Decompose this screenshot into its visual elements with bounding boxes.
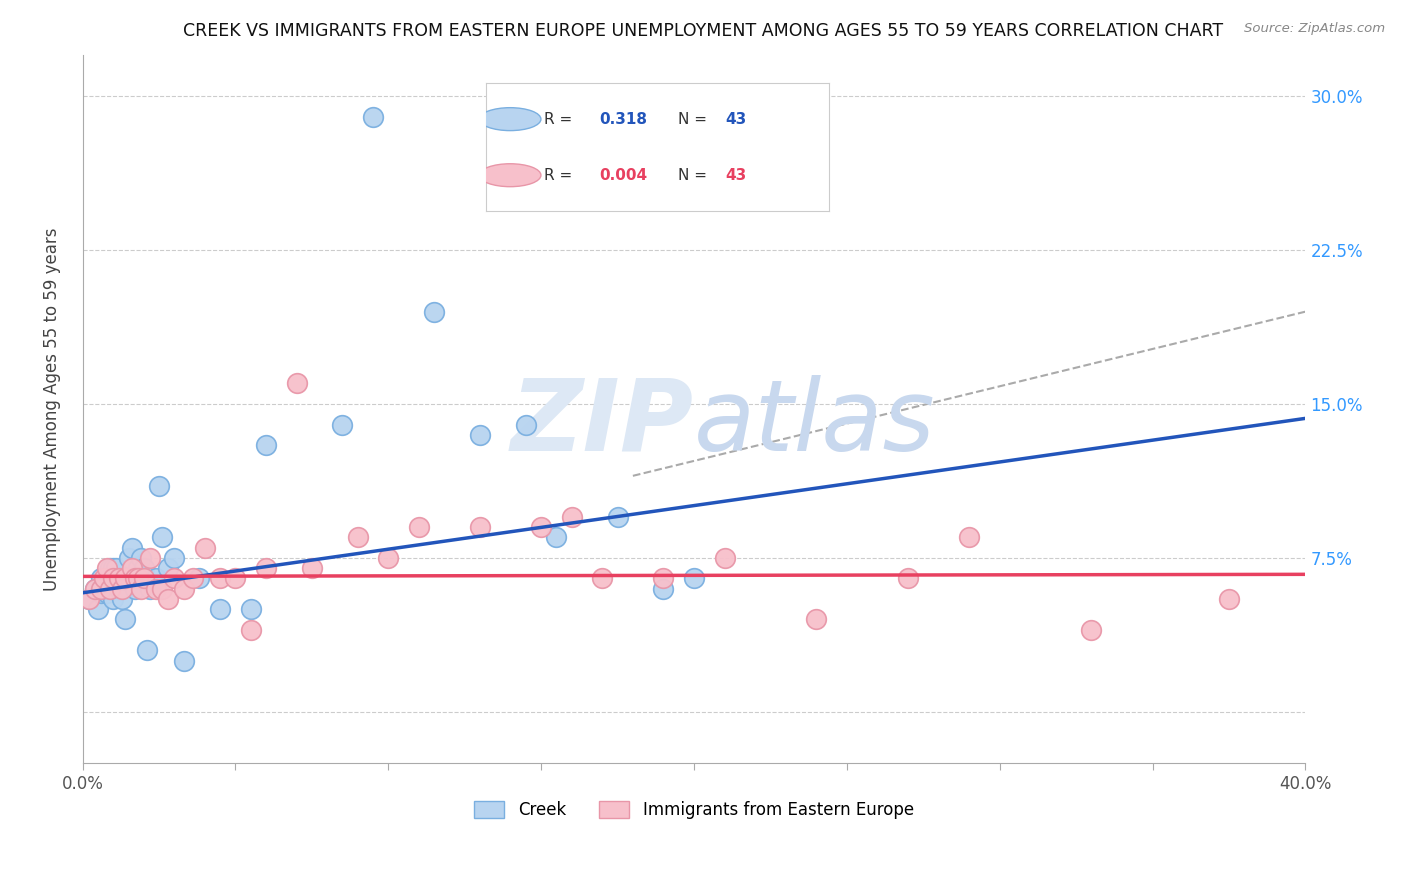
- Point: [127, 561, 149, 575]
- Point: [90, 586, 112, 600]
- Point: [423, 304, 446, 318]
- Point: [254, 561, 277, 575]
- Point: [145, 582, 167, 596]
- Point: [239, 602, 262, 616]
- Point: [127, 571, 149, 585]
- Point: [114, 612, 136, 626]
- Point: [652, 582, 675, 596]
- Point: [301, 561, 323, 575]
- Point: [468, 520, 491, 534]
- Point: [108, 582, 131, 596]
- Point: [90, 582, 112, 596]
- Point: [90, 571, 112, 585]
- Text: atlas: atlas: [695, 375, 935, 472]
- Text: Source: ZipAtlas.com: Source: ZipAtlas.com: [1244, 22, 1385, 36]
- Point: [209, 602, 232, 616]
- Point: [173, 582, 195, 596]
- Point: [135, 643, 157, 657]
- Y-axis label: Unemployment Among Ages 55 to 59 years: Unemployment Among Ages 55 to 59 years: [44, 227, 60, 591]
- Point: [173, 653, 195, 667]
- Point: [93, 582, 115, 596]
- Point: [103, 561, 125, 575]
- Point: [129, 550, 152, 565]
- Point: [103, 571, 125, 585]
- Point: [683, 571, 706, 585]
- Point: [145, 571, 167, 585]
- Legend: Creek, Immigrants from Eastern Europe: Creek, Immigrants from Eastern Europe: [468, 794, 921, 826]
- Point: [606, 509, 628, 524]
- Point: [209, 571, 232, 585]
- Text: ZIP: ZIP: [510, 375, 695, 472]
- Point: [181, 571, 204, 585]
- Point: [224, 571, 246, 585]
- Point: [98, 582, 121, 596]
- Point: [93, 571, 115, 585]
- Point: [132, 571, 155, 585]
- Point: [96, 586, 118, 600]
- Point: [652, 571, 675, 585]
- Point: [96, 561, 118, 575]
- Point: [124, 571, 146, 585]
- Point: [806, 612, 828, 626]
- Point: [139, 550, 162, 565]
- Point: [150, 582, 173, 596]
- Point: [83, 582, 105, 596]
- Point: [98, 561, 121, 575]
- Point: [105, 561, 128, 575]
- Point: [163, 550, 186, 565]
- Point: [591, 571, 613, 585]
- Point: [957, 530, 980, 544]
- Point: [254, 438, 277, 452]
- Point: [114, 571, 136, 585]
- Point: [713, 550, 735, 565]
- Text: CREEK VS IMMIGRANTS FROM EASTERN EUROPE UNEMPLOYMENT AMONG AGES 55 TO 59 YEARS C: CREEK VS IMMIGRANTS FROM EASTERN EUROPE …: [183, 22, 1223, 40]
- Point: [124, 582, 146, 596]
- Point: [121, 561, 143, 575]
- Point: [111, 591, 134, 606]
- Point: [546, 530, 568, 544]
- Point: [129, 582, 152, 596]
- Point: [332, 417, 354, 432]
- Point: [897, 571, 920, 585]
- Point: [121, 541, 143, 555]
- Point: [530, 520, 553, 534]
- Point: [163, 571, 186, 585]
- Point: [346, 530, 368, 544]
- Point: [111, 582, 134, 596]
- Point: [1218, 591, 1240, 606]
- Point: [361, 110, 384, 124]
- Point: [132, 561, 155, 575]
- Point: [150, 530, 173, 544]
- Point: [98, 571, 121, 585]
- Point: [187, 571, 209, 585]
- Point: [77, 591, 100, 606]
- Point: [139, 582, 162, 596]
- Point: [148, 479, 170, 493]
- Point: [87, 602, 110, 616]
- Point: [561, 509, 583, 524]
- Point: [408, 520, 430, 534]
- Point: [1080, 623, 1102, 637]
- Point: [194, 541, 217, 555]
- Point: [157, 561, 180, 575]
- Point: [108, 571, 131, 585]
- Point: [285, 376, 308, 391]
- Point: [377, 550, 399, 565]
- Point: [239, 623, 262, 637]
- Point: [83, 582, 105, 596]
- Point: [157, 591, 180, 606]
- Point: [103, 591, 125, 606]
- Point: [77, 591, 100, 606]
- Point: [117, 550, 139, 565]
- Point: [515, 417, 537, 432]
- Point: [468, 427, 491, 442]
- Point: [96, 571, 118, 585]
